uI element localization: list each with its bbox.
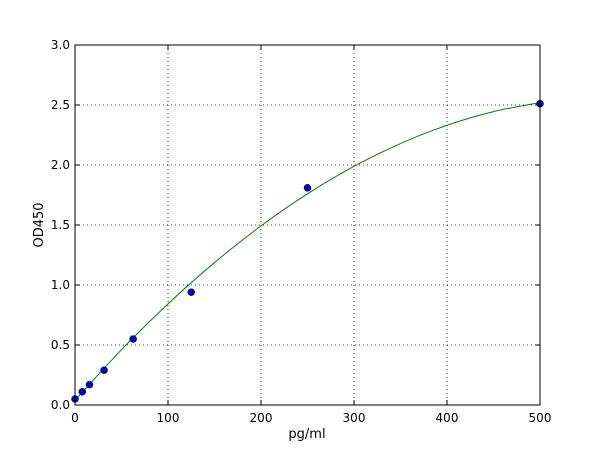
data-point xyxy=(187,288,195,296)
grid xyxy=(74,44,541,406)
data-point xyxy=(78,388,87,396)
y-tick-label: 1.0 xyxy=(51,278,70,292)
y-tick-label: 0.0 xyxy=(51,398,70,412)
y-ticks: 0.0 0.5 1.0 1.5 2.0 2.5 3.0 xyxy=(51,38,540,412)
y-tick-label: 1.5 xyxy=(51,218,70,232)
x-tick-label: 300 xyxy=(343,411,366,425)
y-tick-label: 0.5 xyxy=(51,338,70,352)
y-tick-label: 2.0 xyxy=(51,158,70,172)
x-ticks: 0 100 200 300 400 500 xyxy=(71,45,551,425)
y-axis-label: OD450 xyxy=(32,202,47,247)
data-point xyxy=(85,380,94,389)
x-tick-label: 400 xyxy=(436,411,459,425)
fit-curve-layer xyxy=(74,102,541,401)
x-axis-label: pg/ml xyxy=(288,427,325,442)
x-tick-label: 200 xyxy=(250,411,273,425)
y-tick-label: 3.0 xyxy=(51,38,70,52)
y-tick-label: 2.5 xyxy=(51,98,70,112)
fit-curve xyxy=(74,102,541,401)
x-tick-label: 0 xyxy=(71,411,79,425)
data-points-layer xyxy=(71,100,544,403)
x-tick-label: 100 xyxy=(157,411,180,425)
data-point xyxy=(129,335,137,343)
data-point xyxy=(303,184,312,192)
x-tick-label: 500 xyxy=(529,411,552,425)
data-point xyxy=(100,366,108,374)
